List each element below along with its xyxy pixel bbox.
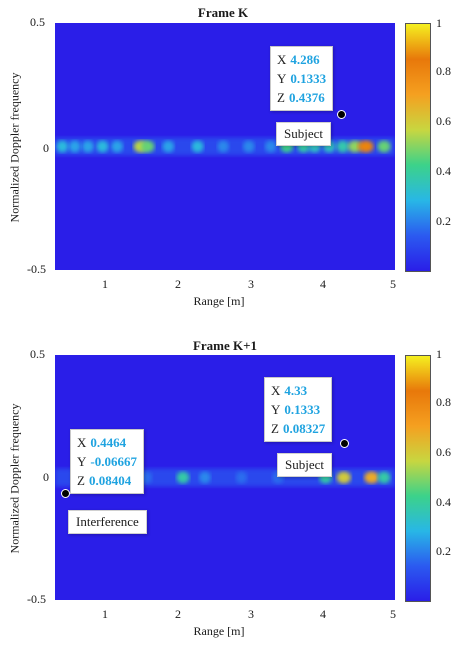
heatmap-peak [56,140,69,153]
heatmap-svg [55,23,395,270]
colorbar-tick: 1 [436,16,442,30]
frame-k1-panel: Frame K+1 0.5 0 -0.5 Normalized Doppler … [0,325,460,649]
colorbar-tick: 0.6 [436,445,451,459]
heatmap-peak [336,471,351,484]
datatip-subject[interactable]: X 4.33 Y 0.1333 Z 0.08327 [264,377,333,442]
colorbar-tick: 0.8 [436,64,451,78]
x-tick-label: 3 [248,277,254,291]
frame-k-panel: Frame K 0.5 0 -0.5 Normalized Doppler fr… [7,5,452,308]
heatmap-peak [176,471,190,484]
x-tick-label: 1 [102,277,108,291]
x-tick-label: 2 [175,277,181,291]
x-tick-label: 5 [390,607,396,621]
heatmap-peak [111,140,124,153]
colorbar-tick: 1 [436,347,442,361]
x-tick-label: 4 [320,607,326,621]
heatmap-peak [162,140,175,153]
heatmap-peak [243,140,255,153]
x-tick-label: 3 [248,607,254,621]
colorbar-tick: 0.6 [436,114,451,128]
heatmap-peak [217,140,229,153]
heatmap-peak [364,471,380,484]
y-axis-label: Normalized Doppler frequency [7,403,22,554]
heatmap-peak [68,140,81,153]
x-axis-label: Range [m] [193,624,245,638]
heatmap-peak [82,140,94,153]
heatmap-peak [377,140,391,153]
datatip-marker[interactable] [337,110,346,119]
heatmap-plot-area[interactable] [55,23,395,270]
y-tick-label: -0.5 [27,592,46,606]
subject-label: Subject [276,122,331,146]
datatip-marker[interactable] [61,489,70,498]
heatmap-peak [199,471,211,484]
x-tick-label: 4 [320,277,326,291]
chart-title: Frame K [197,5,249,20]
colorbar [405,355,431,602]
interference-label: Interference [68,510,147,534]
heatmap-peak [191,140,204,153]
heatmap-peak [235,471,248,484]
colorbar-tick: 0.2 [436,214,451,228]
y-axis-label: Normalized Doppler frequency [7,72,22,223]
y-tick-label: 0 [43,470,49,484]
heatmap-peak [357,140,374,153]
y-tick-label: 0.5 [30,347,45,361]
heatmap-peak [264,140,277,153]
colorbar-tick: 0.4 [436,164,451,178]
heatmap-peak [336,140,350,153]
subject-label: Subject [277,453,332,477]
y-tick-label: 0 [43,141,49,155]
y-tick-label: -0.5 [27,262,46,276]
colorbar [405,23,431,272]
colorbar-tick: 0.4 [436,495,451,509]
heatmap-peak [377,471,391,484]
colorbar-tick: 0.2 [436,544,451,558]
heatmap-peak [96,140,109,153]
chart-title: Frame K+1 [192,338,258,353]
x-tick-label: 5 [390,277,396,291]
heatmap-peak [347,140,362,153]
y-tick-label: 0.5 [30,15,45,29]
heatmap-peak [141,140,155,153]
x-tick-label: 1 [102,607,108,621]
x-axis-label: Range [m] [193,294,245,308]
x-tick-label: 2 [175,607,181,621]
datatip-subject[interactable]: X 4.286 Y 0.1333 Z 0.4376 [270,46,334,111]
datatip-interference[interactable]: X 0.4464 Y -0.06667 Z 0.08404 [70,429,144,494]
colorbar-tick: 0.8 [436,395,451,409]
datatip-marker[interactable] [340,439,349,448]
